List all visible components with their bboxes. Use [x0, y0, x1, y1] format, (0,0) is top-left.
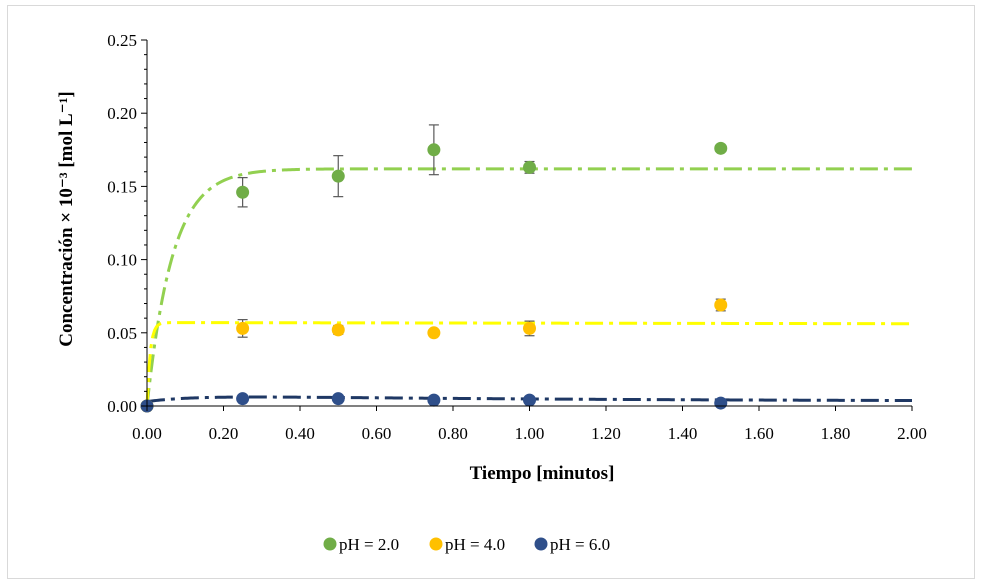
- data-point-series-1: [427, 143, 441, 157]
- y-tick-label: 0.05: [107, 324, 137, 343]
- data-point-series-1: [523, 160, 536, 174]
- legend-label-2: pH = 4.0: [445, 535, 505, 554]
- legend-label-1: pH = 2.0: [339, 535, 399, 554]
- legend-marker-1: [323, 537, 337, 551]
- data-point-series-2: [236, 321, 250, 335]
- data-point-series-3: [236, 392, 250, 406]
- x-axis-title: Tiempo [minutos]: [470, 463, 615, 484]
- data-point-series-2: [427, 326, 441, 340]
- x-tick-label: 1.60: [744, 424, 774, 443]
- x-tick-label: 1.40: [668, 424, 698, 443]
- data-point-series-1: [714, 141, 728, 155]
- x-tick-label: 0.80: [438, 424, 468, 443]
- y-tick-label: 0.00: [107, 397, 137, 416]
- x-tick-label: 0.60: [362, 424, 392, 443]
- x-tick-label: 2.00: [897, 424, 927, 443]
- x-tick-label: 1.20: [591, 424, 621, 443]
- fit-line-1: [145, 167, 912, 407]
- data-point-series-2: [523, 321, 536, 335]
- data-point-series-2: [331, 323, 345, 337]
- data-point-series-2: [714, 298, 728, 312]
- plot-area: [140, 124, 913, 413]
- data-point-series-3: [427, 393, 441, 407]
- data-point-series-3: [331, 392, 345, 406]
- legend-marker-3: [534, 537, 548, 551]
- legend-label-3: pH = 6.0: [550, 535, 610, 554]
- x-tick-label: 1.80: [821, 424, 851, 443]
- chart-frame: [7, 5, 975, 579]
- legend: pH = 2.0 pH = 4.0 pH = 6.0: [323, 535, 610, 554]
- data-point-series-1: [331, 169, 345, 183]
- y-axis-title: Concentración × 10⁻³ [mol L⁻¹]: [56, 91, 77, 346]
- legend-marker-2: [429, 537, 443, 551]
- axes: 0.00 0.05 0.10 0.15 0.20 0.25 0.00 0.20 0.40 0.60…: [107, 31, 927, 443]
- data-point-series-1: [236, 185, 250, 199]
- x-tick-label: 1.00: [515, 424, 545, 443]
- x-tick-label: 0.20: [209, 424, 239, 443]
- y-tick-label: 0.15: [107, 177, 137, 196]
- y-tick-label: 0.20: [107, 104, 137, 123]
- data-point-series-3: [714, 396, 728, 410]
- x-tick-label: 0.40: [285, 424, 315, 443]
- y-tick-label: 0.10: [107, 251, 137, 270]
- x-tick-label: 0.00: [132, 424, 162, 443]
- data-point-series-3: [523, 393, 536, 407]
- y-tick-label: 0.25: [107, 31, 137, 50]
